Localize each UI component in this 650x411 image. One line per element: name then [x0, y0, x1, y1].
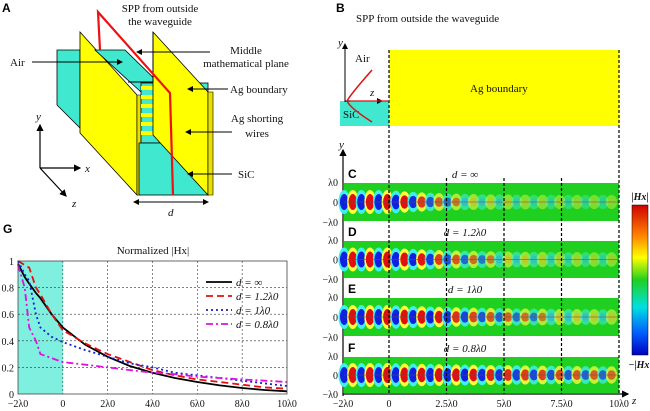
panel-a-diagram: A SPP from outside the waveguide Middle … — [2, 1, 289, 219]
x-tick-label: 6λ0 — [190, 399, 205, 410]
colorbar-min-label: −|Hx| — [628, 360, 650, 371]
spp-profile-curve — [346, 69, 373, 123]
y-tick-label: λ0 — [328, 178, 338, 189]
z-tick-label: 0 — [387, 399, 392, 410]
air-label: Air — [10, 57, 25, 69]
panel-label-f: F — [348, 341, 355, 355]
z-tick-label: 2.5λ0 — [435, 399, 457, 410]
y-tick-label: 0.2 — [2, 363, 15, 374]
fieldmap-caption: d = 1.2λ0 — [444, 227, 487, 239]
x-tick-label: −2λ0 — [8, 399, 29, 410]
legend-label: d = 0.8λ0 — [236, 319, 279, 331]
panel-label-d: D — [348, 225, 357, 239]
middle-plane-label-2: mathematical plane — [203, 58, 289, 70]
air-label-b: Air — [355, 53, 370, 65]
sic-region — [340, 101, 389, 126]
middle-plane-outline — [128, 32, 154, 83]
axis-y-label: y — [35, 111, 41, 123]
z-tick-label: 5λ0 — [497, 399, 512, 410]
spp-label-2: the waveguide — [128, 16, 192, 28]
panel-label-c: C — [348, 167, 357, 181]
inset-y-label: y — [337, 37, 343, 49]
panel-label-e: E — [348, 282, 356, 296]
y-tick-label: 0 — [9, 390, 14, 401]
y-tick-label: −λ0 — [323, 333, 339, 344]
plot-frame — [17, 260, 288, 395]
panel-b-title: SPP from outside the waveguide — [356, 13, 499, 25]
inset-z-label: z — [369, 87, 375, 99]
width-d-label: d — [168, 207, 174, 219]
ag-wires-label-2: wires — [245, 128, 269, 140]
series-line-3 — [17, 264, 288, 383]
y-tick-label: −λ0 — [323, 275, 339, 286]
legend-label: d = 1λ0 — [236, 305, 271, 317]
z-tick-label: 10λ0 — [609, 399, 629, 410]
panel-label-a: A — [2, 1, 11, 15]
x-tick-label: 4λ0 — [145, 399, 160, 410]
x-tick-label: 8λ0 — [235, 399, 250, 410]
panel-b-diagram: B SPP from outside the waveguide Ag boun… — [336, 1, 619, 126]
axis-x-label: x — [84, 163, 90, 175]
z-tick-label: 7.5λ0 — [550, 399, 572, 410]
axis-z-label: z — [71, 198, 77, 210]
y-tick-label: 1 — [9, 257, 14, 268]
x-tick-label: 10λ0 — [277, 399, 297, 410]
ag-boundary-label-b: Ag boundary — [470, 83, 528, 95]
middle-plane-label-1: Middle — [230, 45, 262, 57]
legend-label: d = 1.2λ0 — [236, 291, 279, 303]
y-tick-label: λ0 — [328, 352, 338, 363]
x-tick-label: 2λ0 — [100, 399, 115, 410]
y-tick-label: 0 — [333, 256, 338, 267]
sic-label: SiC — [238, 169, 255, 181]
series-line-1 — [17, 260, 288, 390]
panel-label-b: B — [336, 1, 345, 15]
ag-boundary-label: Ag boundary — [230, 84, 288, 96]
ag-wires-label-1: Ag shorting — [231, 113, 284, 125]
x-tick-label: 0 — [60, 399, 65, 410]
y-tick-label: λ0 — [328, 293, 338, 304]
colorbar-max-label: |Hx| — [631, 192, 648, 203]
y-tick-label: 0.6 — [2, 310, 15, 321]
y-tick-label: 0.8 — [2, 284, 15, 295]
legend-label: d = ∞ — [236, 277, 262, 289]
y-tick-label: 0.4 — [2, 337, 15, 348]
y-tick-label: 0 — [333, 198, 338, 209]
fieldmap-caption: d = ∞ — [452, 169, 478, 181]
y-tick-label: −λ0 — [323, 390, 339, 401]
fieldmap-caption: d = 0.8λ0 — [444, 343, 487, 355]
y-tick-label: 0 — [333, 371, 338, 382]
z-tick-label: −2λ0 — [333, 399, 354, 410]
right-ag-plate-edge — [207, 91, 214, 196]
fieldmap-z-label: z — [631, 395, 637, 407]
panel-g-chart: G Normalized |Hx| −2λ0 0 2λ0 4λ0 6λ0 8λ0 10λ00… — [2, 222, 297, 410]
axis-z-arrow — [39, 167, 67, 197]
sic-label-b: SiC — [343, 109, 360, 121]
panel-label-g: G — [3, 222, 12, 236]
colorbar — [631, 204, 649, 356]
spp-label-1: SPP from outside — [122, 3, 199, 15]
y-tick-label: λ0 — [328, 236, 338, 247]
y-tick-label: −λ0 — [323, 218, 339, 229]
spp-red-plane — [96, 8, 175, 196]
chart-title: Normalized |Hx| — [117, 245, 190, 257]
y-tick-label: 0 — [333, 313, 338, 324]
ag-boundary-region — [389, 50, 619, 126]
fieldmap-caption: d = 1λ0 — [448, 284, 483, 296]
fieldmap-y-label: y — [338, 139, 344, 151]
